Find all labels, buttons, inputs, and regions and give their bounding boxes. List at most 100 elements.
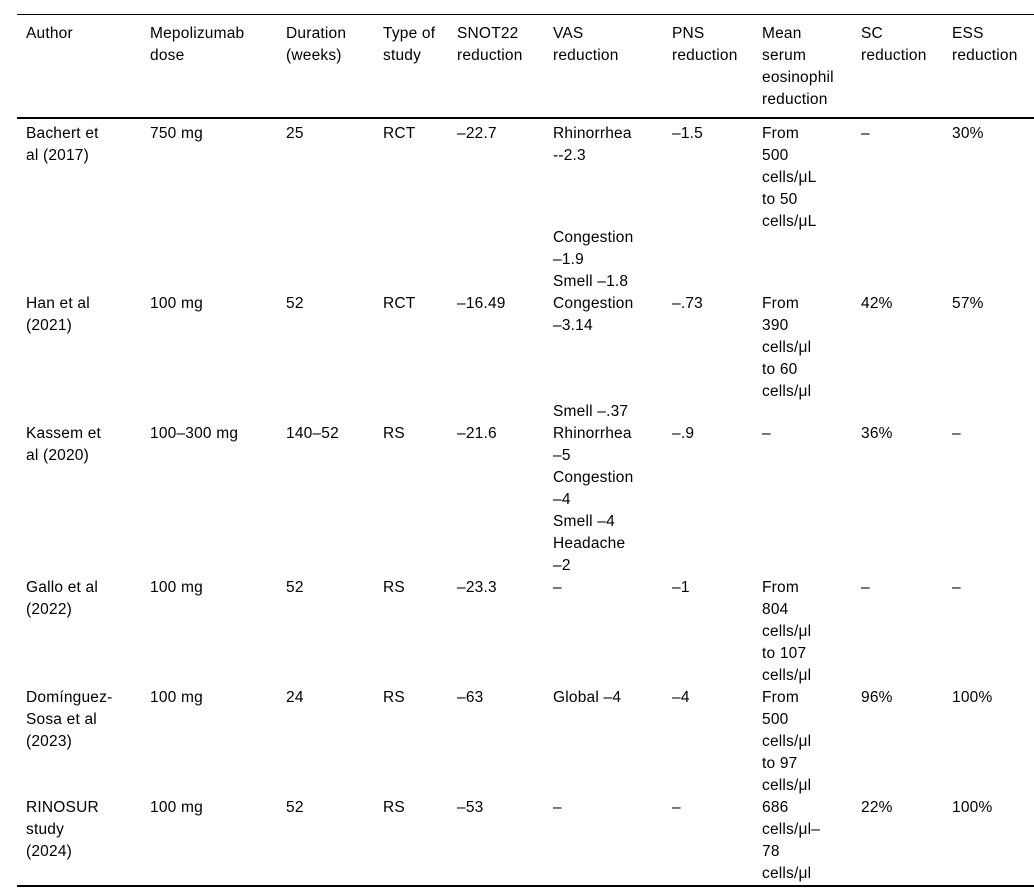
cell-pns: –.73	[672, 293, 762, 315]
cell-line: –22.7	[457, 125, 497, 142]
cell-author: Kassem et al (2020)	[26, 423, 150, 467]
column-header-sc: SC reduction	[861, 23, 952, 67]
column-header-dose: Mepolizumab dose	[150, 23, 286, 67]
cell-line: 100 mg	[150, 689, 203, 706]
table-row: RINOSUR study (2024) 100 mg 52 RS –53 – – 686 cell…	[26, 797, 1034, 885]
cell-sc: –	[861, 123, 952, 145]
cell-vas: Rhinorrhea –5 Congestion –4 Smell –4 Headache…	[553, 423, 672, 577]
cell-sc: 96%	[861, 687, 952, 709]
cell-line: From	[762, 689, 799, 706]
cell-line: From	[762, 125, 799, 142]
cell-duration: 140–52	[286, 423, 383, 445]
column-header-type: Type of study	[383, 23, 457, 67]
cell-line: –	[861, 579, 870, 596]
cell-line: Rhinorrhea	[553, 425, 632, 442]
cell-line: –	[553, 799, 562, 816]
cell-line: SNOT22	[457, 25, 519, 42]
cell-line: 804	[762, 601, 789, 618]
cell-line: Duration	[286, 25, 347, 42]
cell-line: to 97	[762, 755, 798, 772]
cell-sc: –	[861, 577, 952, 599]
cell-line: –3.14	[553, 317, 593, 334]
cell-line: RS	[383, 799, 405, 816]
cell-line: --2.3	[553, 147, 586, 164]
cell-line: (weeks)	[286, 47, 342, 64]
cell-ess: 100%	[952, 687, 1034, 709]
cell-line: Smell –1.8	[553, 273, 629, 290]
cell-type: RCT	[383, 123, 457, 145]
cell-vas: –	[553, 577, 672, 599]
cell-line: Gallo et al	[26, 579, 98, 596]
cell-pns: –1	[672, 577, 762, 599]
cell-line: study	[26, 821, 65, 838]
cell-line: reduction	[952, 47, 1018, 64]
cell-ess: –	[952, 423, 1034, 445]
column-header-vas: VAS reduction	[553, 23, 672, 67]
cell-ess: 57%	[952, 293, 1034, 315]
cell-type: RS	[383, 423, 457, 445]
cell-line: –23.3	[457, 579, 497, 596]
table-row: Domínguez- Sosa et al (2023) 100 mg 24 RS –63 G…	[26, 687, 1034, 797]
cell-type: RCT	[383, 293, 457, 315]
cell-line: 24	[286, 689, 304, 706]
cell-line: Domínguez-	[26, 689, 113, 706]
cell-snot22: –23.3	[457, 577, 553, 599]
cell-duration: 52	[286, 293, 383, 315]
cell-line: cells/μl	[762, 623, 812, 640]
cell-line: Kassem et	[26, 425, 102, 442]
cell-vas: Rhinorrhea --2.3 Congestion –1.9 Smell –1.8	[553, 123, 672, 293]
cell-line: (2024)	[26, 843, 73, 860]
cell-line: cells/μl	[762, 777, 812, 794]
cell-line: –.9	[672, 425, 695, 442]
cell-line: cells/μl	[762, 733, 812, 750]
cell-line: Rhinorrhea	[553, 125, 632, 142]
cell-line: 100–300 mg	[150, 425, 239, 442]
cell-line: reduction	[457, 47, 523, 64]
cell-line: RS	[383, 689, 405, 706]
cell-line: VAS	[553, 25, 584, 42]
table-row: Kassem et al (2020) 100–300 mg 140–52 RS –21.…	[26, 423, 1034, 577]
cell-line: 686	[762, 799, 789, 816]
column-header-ess: ESS reduction	[952, 23, 1034, 67]
cell-line: –1.9	[553, 251, 584, 268]
cell-line: –	[861, 125, 870, 142]
cell-ess: –	[952, 577, 1034, 599]
cell-line: (2022)	[26, 601, 73, 618]
cell-author: Gallo et al (2022)	[26, 577, 150, 621]
cell-pns: –1.5	[672, 123, 762, 145]
cell-author: RINOSUR study (2024)	[26, 797, 150, 863]
cell-snot22: –63	[457, 687, 553, 709]
cell-type: RS	[383, 687, 457, 709]
cell-type: RS	[383, 797, 457, 819]
cell-line: reduction	[672, 47, 738, 64]
cell-line: reduction	[861, 47, 927, 64]
table-body: Bachert et al (2017) 750 mg 25 RCT –22.7 Rhino…	[17, 119, 1034, 887]
cell-line: RS	[383, 425, 405, 442]
cell-line: –4	[553, 491, 571, 508]
cell-line: –53	[457, 799, 484, 816]
cell-line: eosinophil	[762, 69, 834, 86]
cell-duration: 52	[286, 797, 383, 819]
cell-snot22: –53	[457, 797, 553, 819]
cell-ess: 30%	[952, 123, 1034, 145]
cell-line: cells/μl–	[762, 821, 821, 838]
cell-line: –	[553, 579, 562, 596]
cell-line: SC	[861, 25, 883, 42]
cell-line: Type of	[383, 25, 436, 42]
cell-snot22: –22.7	[457, 123, 553, 145]
cell-line: 140–52	[286, 425, 339, 442]
cell-line: ESS	[952, 25, 984, 42]
cell-dose: 100 mg	[150, 797, 286, 819]
cell-dose: 750 mg	[150, 123, 286, 145]
cell-line: RS	[383, 579, 405, 596]
cell-line: 22%	[861, 799, 893, 816]
cell-sc: 42%	[861, 293, 952, 315]
cell-line: Congestion	[553, 229, 634, 246]
cell-line: cells/μl	[762, 865, 812, 882]
cell-duration: 25	[286, 123, 383, 145]
table-row: Han et al (2021) 100 mg 52 RCT –16.49 Congesti…	[26, 293, 1034, 423]
cell-line: 57%	[952, 295, 984, 312]
cell-snot22: –21.6	[457, 423, 553, 445]
cell-line: PNS	[672, 25, 705, 42]
